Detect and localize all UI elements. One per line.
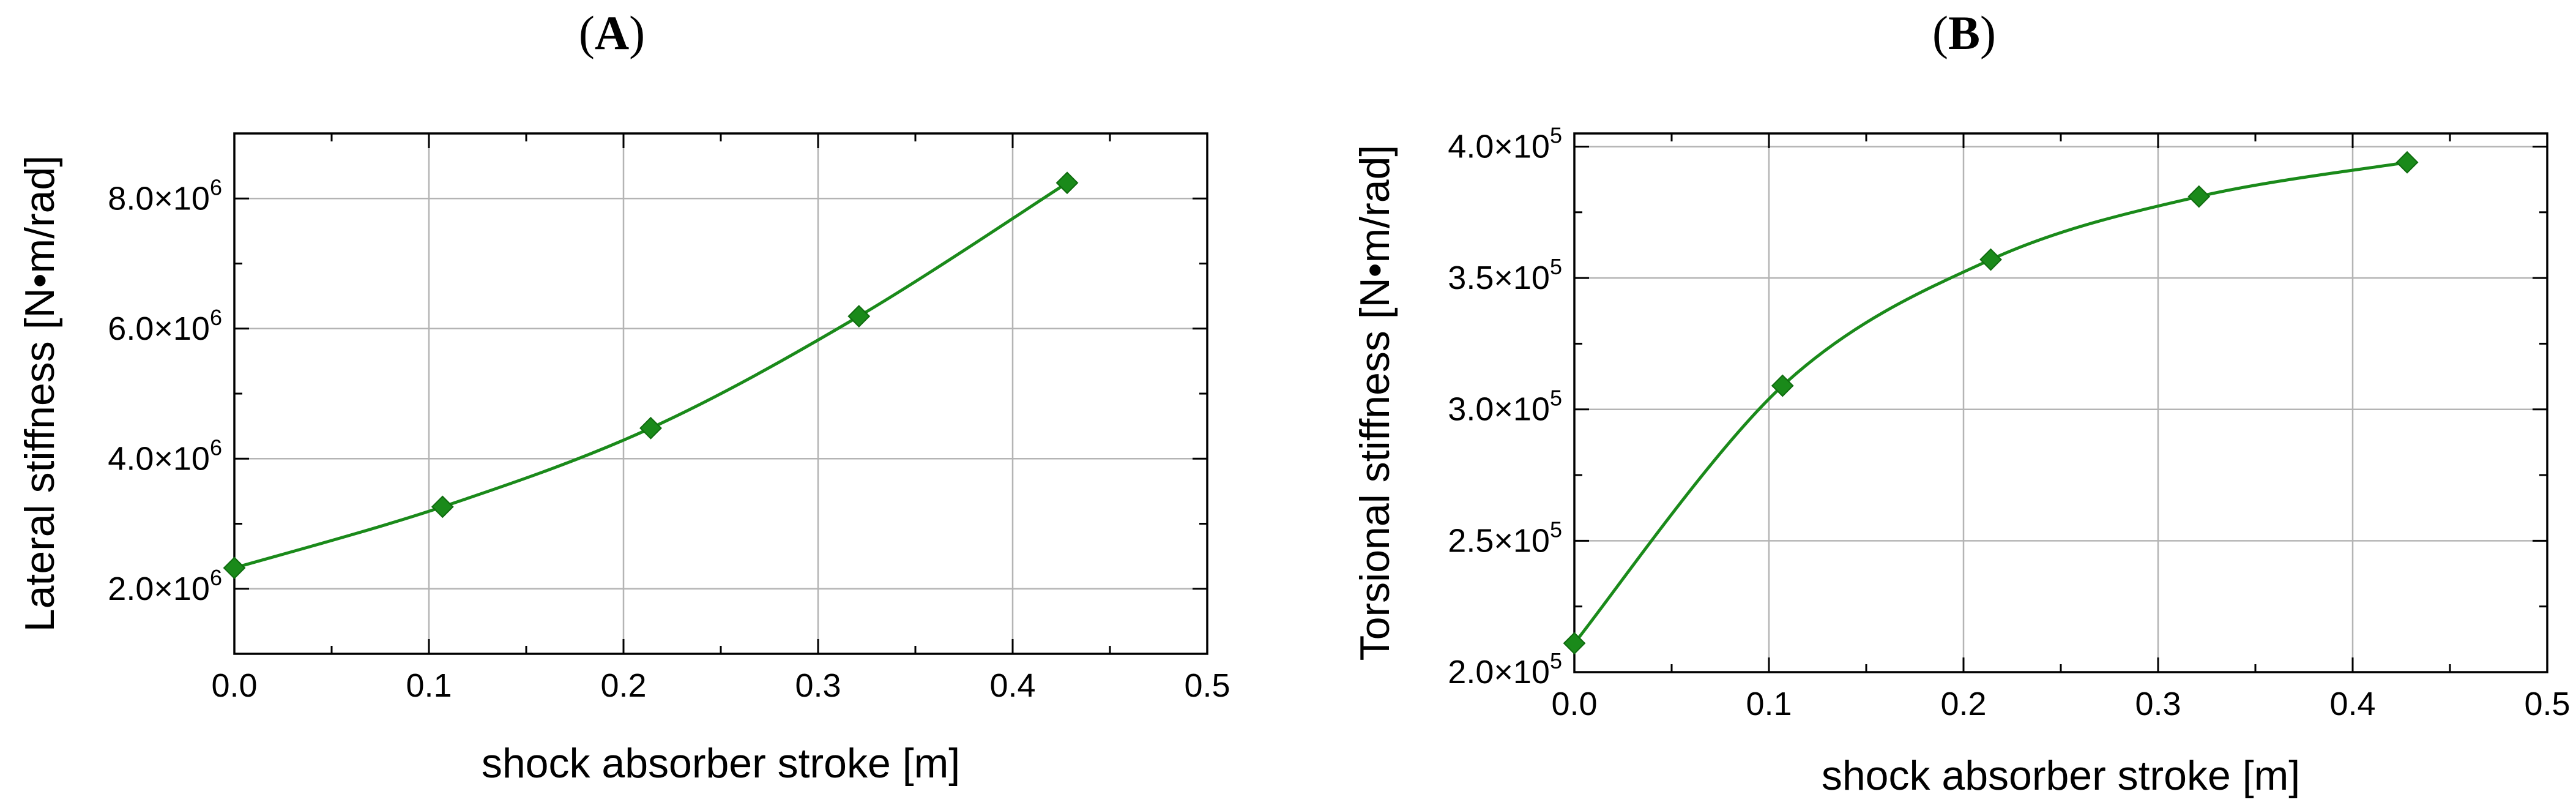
data-point-marker (223, 556, 246, 580)
y-tick-label: 8.0×106 (108, 174, 222, 217)
series-line (1573, 160, 2408, 645)
panel-letter: A (595, 6, 629, 59)
x-tick-label: 0.3 (795, 667, 841, 704)
x-axis-title: shock absorber stroke [m] (1822, 752, 2300, 799)
y-tick-exponent: 6 (210, 305, 222, 330)
y-tick-exponent: 6 (210, 565, 222, 590)
y-tick-label: 3.0×105 (1448, 386, 1562, 428)
x-tick-label: 0.3 (2135, 686, 2181, 722)
data-point-marker (1771, 374, 1794, 397)
panel-letter: B (1948, 6, 1980, 59)
data-point-marker (1055, 171, 1079, 195)
y-tick-mantissa: 6.0×10 (108, 310, 210, 347)
y-tick-mantissa: 3.5×10 (1448, 260, 1550, 296)
y-tick-label: 4.0×105 (1448, 122, 1562, 165)
y-tick-mantissa: 4.0×10 (108, 440, 210, 477)
x-tick-label: 0.1 (406, 667, 452, 704)
data-point-marker (1563, 632, 1586, 655)
y-tick-mantissa: 8.0×10 (108, 180, 210, 217)
x-tick-label: 0.1 (1746, 686, 1792, 722)
y-tick-exponent: 6 (210, 435, 222, 460)
panel-a: (A)0.0 0.1 0.2 0.3 0.4 0.52.0×1064.0×1066.0×1… (17, 6, 1230, 787)
x-tick-label: 0.4 (2329, 686, 2375, 722)
y-tick-mantissa: 4.0×10 (1448, 128, 1550, 165)
y-tick-label: 3.5×105 (1448, 254, 1562, 296)
x-tick-label: 0.0 (1551, 686, 1597, 722)
y-tick-exponent: 5 (1550, 386, 1562, 411)
data-point-marker (431, 495, 454, 519)
y-tick-mantissa: 2.0×10 (1448, 654, 1550, 691)
y-tick-exponent: 5 (1550, 254, 1562, 279)
y-tick-label: 6.0×106 (108, 305, 222, 347)
series-line (234, 181, 1068, 570)
data-point-marker (2395, 151, 2419, 174)
data-point-marker (639, 416, 662, 440)
panel-b: (B)0.0 0.1 0.2 0.3 0.4 0.52.0×1052.5×1053.0×1… (1352, 6, 2570, 799)
panel-label: (B) (1932, 6, 1996, 59)
x-axis-title: shock absorber stroke [m] (482, 740, 960, 787)
plot-frame (1573, 132, 2548, 673)
data-point-marker (847, 305, 871, 328)
y-tick-exponent: 5 (1550, 648, 1562, 673)
y-tick-mantissa: 3.0×10 (1448, 391, 1550, 428)
x-tick-label: 0.5 (1184, 667, 1230, 704)
y-tick-exponent: 6 (210, 174, 222, 200)
data-point-marker (1979, 248, 2002, 271)
y-tick-label: 4.0×106 (108, 435, 222, 477)
y-tick-mantissa: 2.5×10 (1448, 522, 1550, 559)
y-tick-label: 2.0×105 (1448, 648, 1562, 691)
y-axis-title: Torsional stiffness [N•m/rad] (1352, 145, 1398, 661)
y-tick-label: 2.5×105 (1448, 517, 1562, 559)
y-tick-exponent: 5 (1550, 517, 1562, 542)
x-tick-label: 0.2 (1940, 686, 1986, 722)
y-axis-title: Lateral stiffness [N•m/rad] (17, 155, 63, 632)
y-tick-exponent: 5 (1550, 122, 1562, 148)
panel-label: (A) (579, 6, 645, 59)
x-tick-label: 0.2 (600, 667, 646, 704)
y-tick-label: 2.0×106 (108, 565, 222, 607)
x-tick-label: 0.5 (2524, 686, 2570, 722)
x-tick-label: 0.4 (989, 667, 1035, 704)
y-tick-mantissa: 2.0×10 (108, 571, 210, 607)
data-point-marker (2187, 185, 2211, 208)
x-tick-label: 0.0 (211, 667, 257, 704)
